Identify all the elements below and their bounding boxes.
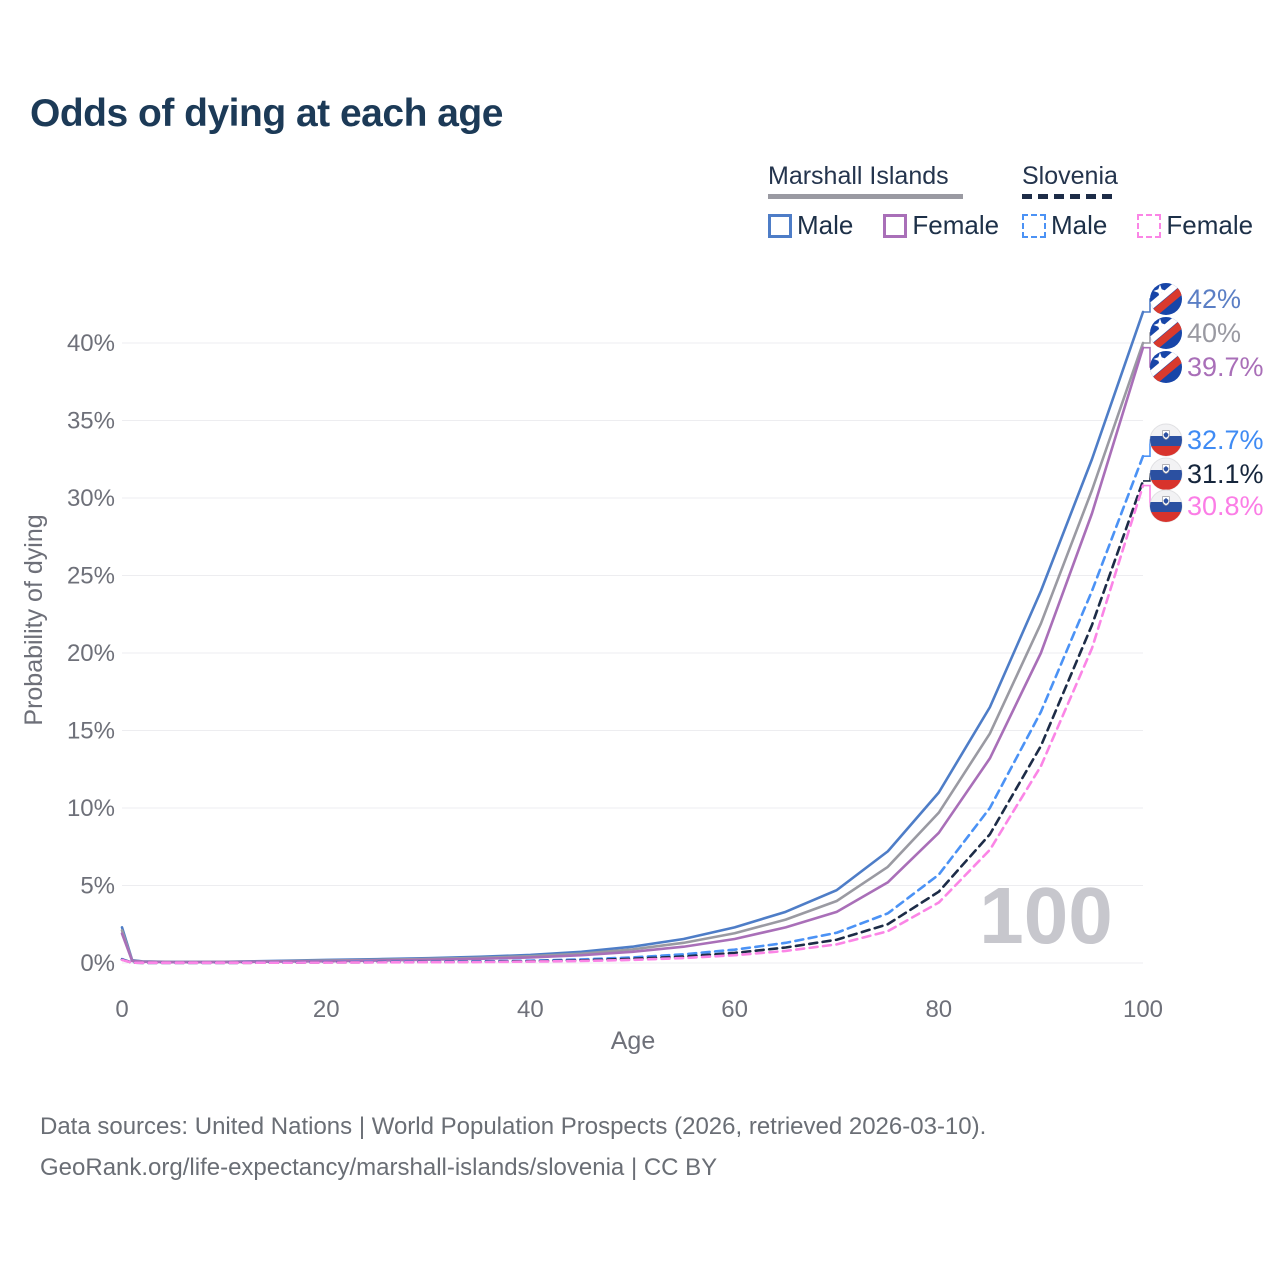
end-value-label-slovenia-female: 30.8%	[1187, 491, 1264, 521]
page-title: Odds of dying at each age	[30, 92, 503, 135]
end-value-label-slovenia-both: 31.1%	[1187, 459, 1264, 489]
footer: Data sources: United Nations | World Pop…	[40, 1106, 986, 1188]
x-tick-label: 0	[115, 996, 128, 1023]
end-value-label-marshall-islands-female: 39.7%	[1187, 352, 1264, 382]
slovenia-flag-icon	[1149, 489, 1183, 523]
marshall-islands-flag-icon	[1150, 317, 1182, 349]
end-value-label-marshall-islands-male: 42%	[1187, 284, 1241, 314]
x-tick-label: 60	[721, 996, 748, 1023]
legend-underline-dashed	[1022, 194, 1115, 199]
legend-item-slovenia-female: Female	[1137, 210, 1253, 241]
y-tick-label: 30%	[67, 485, 115, 512]
slovenia-flag-icon	[1149, 457, 1183, 491]
y-tick-label: 10%	[67, 795, 115, 822]
x-tick-label: 80	[925, 996, 952, 1023]
legend-group-marshall-islands: Marshall Islands Male Female	[768, 163, 999, 241]
series-line-marshall-islands-male	[120, 310, 1145, 964]
legend-item-marshall-female: Female	[883, 210, 999, 241]
marshall-islands-flag-icon	[1150, 283, 1182, 315]
legend-group-slovenia: Slovenia Male Female	[1022, 163, 1253, 241]
series-line-slovenia-female	[120, 484, 1145, 965]
female-dashed-swatch-icon	[1137, 213, 1162, 238]
y-tick-label: 35%	[67, 408, 115, 435]
x-tick-label: 20	[313, 996, 340, 1023]
legend-item-slovenia-male: Male	[1022, 210, 1107, 241]
legend-item-marshall-male: Male	[768, 210, 853, 241]
y-tick-label: 20%	[67, 640, 115, 667]
y-tick-label: 0%	[80, 950, 115, 977]
marshall-islands-flag-icon	[1150, 351, 1182, 383]
legend-underline-solid	[768, 194, 963, 199]
x-tick-label: 40	[517, 996, 544, 1023]
legend-heading-marshall-islands: Marshall Islands	[768, 162, 949, 190]
footer-source-line: Data sources: United Nations | World Pop…	[40, 1113, 987, 1140]
legend-item-label: Male	[1051, 210, 1108, 240]
legend-item-label: Male	[797, 210, 854, 240]
x-axis-title: Age	[611, 1027, 655, 1055]
y-tick-label: 25%	[67, 563, 115, 590]
y-tick-label: 15%	[67, 718, 115, 745]
legend-item-label: Female	[1166, 210, 1254, 240]
x-tick-label: 100	[1123, 996, 1163, 1023]
y-axis-title: Probability of dying	[20, 514, 48, 725]
male-dashed-swatch-icon	[1022, 213, 1046, 238]
legend-heading-slovenia: Slovenia	[1022, 162, 1118, 190]
footer-url-line: GeoRank.org/life-expectancy/marshall-isl…	[40, 1154, 718, 1181]
end-value-label-marshall-islands-both: 40%	[1187, 318, 1241, 348]
slovenia-flag-icon	[1149, 423, 1183, 457]
female-solid-swatch-icon	[883, 213, 908, 238]
male-solid-swatch-icon	[768, 213, 792, 238]
end-value-label-slovenia-male: 32.7%	[1187, 425, 1264, 455]
y-tick-label: 5%	[80, 873, 115, 900]
legend: Marshall Islands Male Female Slovenia Ma…	[0, 163, 1280, 253]
legend-item-label: Female	[912, 210, 1000, 240]
y-tick-label: 40%	[67, 330, 115, 357]
watermark-age-label: 100	[979, 871, 1112, 960]
